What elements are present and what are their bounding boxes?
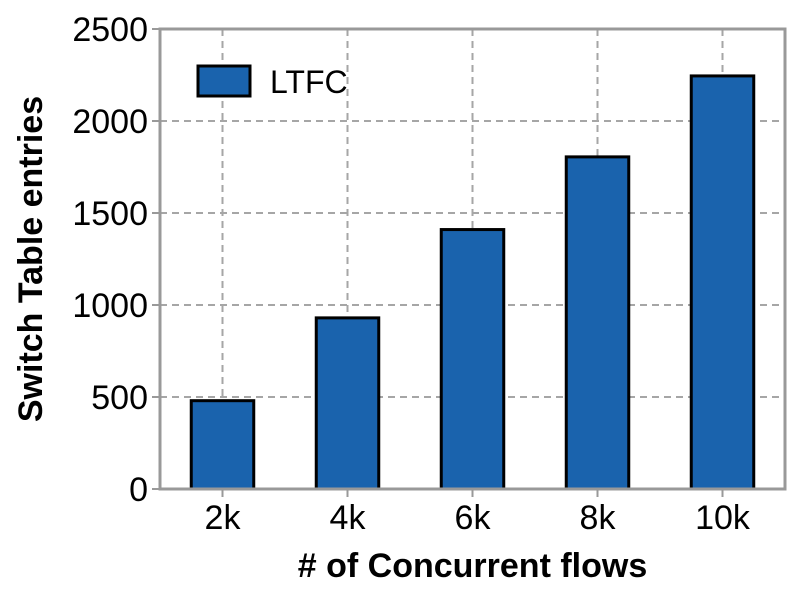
- x-axis-ticks: 2k 4k 6k 8k 10k: [205, 489, 751, 537]
- y-tick-label: 1000: [72, 287, 148, 325]
- y-axis-title: Switch Table entries: [12, 96, 50, 422]
- y-tick-label: 500: [91, 379, 148, 417]
- bar-8k: [564, 155, 631, 491]
- y-tick-label: 0: [129, 471, 148, 509]
- legend-label: LTFC: [270, 64, 348, 100]
- bar-6k: [439, 228, 506, 491]
- bar-4k: [314, 316, 381, 491]
- x-tick-label: 6k: [455, 499, 492, 537]
- y-tick-label: 2500: [72, 11, 148, 49]
- bar-10k: [689, 74, 756, 491]
- x-tick-label: 8k: [580, 499, 617, 537]
- y-tick-label: 1500: [72, 195, 148, 233]
- y-axis-ticks: 0 500 1000 1500 2000 2500: [72, 11, 160, 509]
- x-tick-label: 4k: [330, 499, 367, 537]
- bar-2k: [189, 399, 256, 491]
- x-tick-label: 10k: [695, 499, 751, 537]
- legend-swatch: [196, 64, 252, 98]
- legend: LTFC: [196, 64, 348, 100]
- x-tick-label: 2k: [205, 499, 242, 537]
- y-tick-label: 2000: [72, 103, 148, 141]
- bars: [189, 74, 756, 491]
- x-axis-title: # of Concurrent flows: [298, 547, 647, 585]
